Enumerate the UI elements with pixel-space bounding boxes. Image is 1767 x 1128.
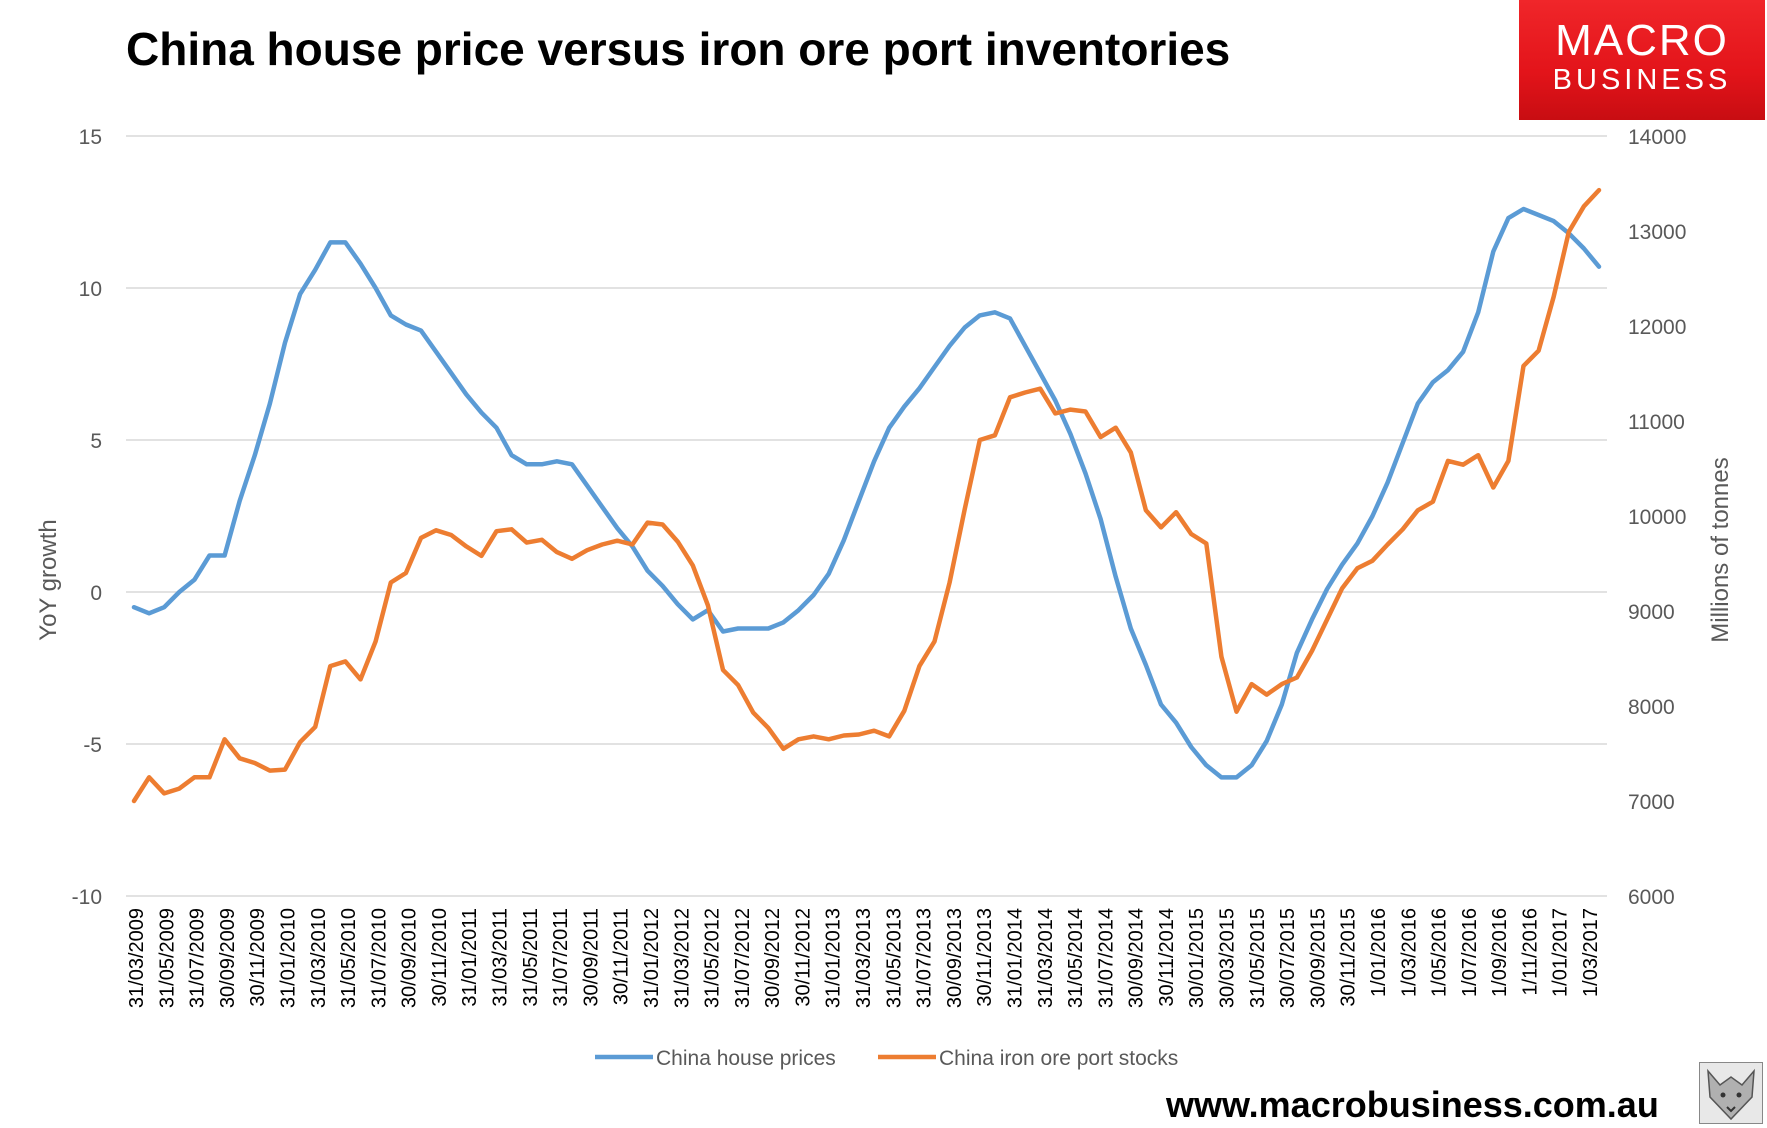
- x-tick-label: 31/07/2014: [1095, 908, 1117, 1008]
- right-y-axis-label: Millions of tonnes: [1707, 457, 1734, 642]
- legend: China house prices China iron ore port st…: [595, 1047, 1178, 1070]
- left-y-tick-label: 10: [79, 278, 102, 301]
- x-tick-label: 31/03/2014: [1035, 908, 1057, 1008]
- x-tick-label: 30/09/2009: [217, 908, 239, 1008]
- x-tick-label: 31/01/2013: [823, 908, 845, 1008]
- x-tick-label: 31/03/2010: [308, 908, 330, 1008]
- x-tick-label: 30/11/2014: [1156, 908, 1178, 1007]
- x-tick-label: 1/01/2017: [1550, 908, 1572, 997]
- x-tick-label: 31/05/2014: [1065, 908, 1087, 1008]
- right-y-tick-label: 14000: [1628, 126, 1686, 149]
- x-tick-label: 31/05/2012: [702, 908, 724, 1008]
- x-tick-label: 31/01/2010: [277, 908, 299, 1008]
- right-y-axis-ticks: 14000 13000 12000 11000 10000 9000 8000 7000 600…: [1628, 126, 1686, 909]
- left-y-tick-label: 15: [79, 126, 102, 149]
- wolf-logo-icon: [1699, 1062, 1763, 1124]
- right-y-tick-label: 11000: [1628, 411, 1685, 434]
- x-tick-label: 31/05/2011: [520, 908, 542, 1007]
- x-tick-label: 30/11/2015: [1338, 908, 1360, 1007]
- x-tick-label: 30/11/2010: [429, 908, 451, 1007]
- series-line-house-prices: [131, 206, 1602, 780]
- x-tick-label: 1/05/2016: [1429, 908, 1451, 997]
- x-tick-label: 31/07/2009: [187, 908, 209, 1008]
- footer-url: www.macrobusiness.com.au: [1166, 1084, 1659, 1125]
- x-tick-label: 30/09/2013: [944, 908, 966, 1008]
- left-y-tick-label: -5: [83, 734, 102, 757]
- x-tick-label: 31/07/2013: [914, 908, 936, 1008]
- x-tick-label: 30/09/2012: [762, 908, 784, 1008]
- gridlines: [126, 135, 1607, 897]
- series-lines: [131, 187, 1602, 804]
- x-tick-label: 31/07/2010: [368, 908, 390, 1008]
- x-tick-label: 31/05/2015: [1247, 908, 1269, 1008]
- x-tick-label: 30/09/2011: [580, 908, 602, 1007]
- x-tick-label: 31/07/2012: [732, 908, 754, 1008]
- x-tick-label: 31/05/2009: [156, 908, 178, 1008]
- x-tick-label: 31/03/2009: [126, 908, 148, 1008]
- x-tick-label: 31/05/2010: [338, 908, 360, 1008]
- left-y-axis-label: YoY growth: [35, 519, 62, 640]
- x-tick-label: 30/09/2010: [399, 908, 421, 1008]
- right-y-tick-label: 10000: [1628, 506, 1686, 529]
- x-tick-label: 1/03/2017: [1580, 908, 1602, 997]
- right-y-tick-label: 7000: [1628, 791, 1675, 814]
- right-y-tick-label: 8000: [1628, 696, 1675, 719]
- x-tick-label: 1/01/2016: [1368, 908, 1390, 997]
- left-y-tick-label: 5: [90, 430, 102, 453]
- left-y-axis-ticks: 15 10 5 0 -5 -10: [72, 126, 102, 909]
- x-axis-ticks: 31/03/2009 31/05/2009 31/07/2009 30/09/2009…: [126, 908, 1602, 1008]
- right-y-tick-label: 13000: [1628, 221, 1686, 244]
- x-tick-label: 31/03/2013: [853, 908, 875, 1008]
- x-tick-label: 30/09/2014: [1126, 908, 1148, 1008]
- x-tick-label: 30/11/2012: [792, 908, 814, 1007]
- x-tick-label: 1/09/2016: [1489, 908, 1511, 997]
- left-y-tick-label: 0: [90, 582, 102, 605]
- x-tick-label: 1/07/2016: [1459, 908, 1481, 997]
- left-y-tick-label: -10: [72, 886, 102, 909]
- chart-title: China house price versus iron ore port i…: [126, 23, 1231, 75]
- x-tick-label: 30/09/2015: [1307, 908, 1329, 1008]
- x-tick-label: 31/01/2012: [641, 908, 663, 1008]
- x-tick-label: 31/01/2014: [1004, 908, 1026, 1008]
- right-y-tick-label: 6000: [1628, 886, 1675, 909]
- x-tick-label: 30/03/2015: [1217, 908, 1239, 1008]
- x-tick-label: 31/01/2011: [459, 908, 481, 1007]
- x-tick-label: 30/07/2015: [1277, 908, 1299, 1008]
- x-tick-label: 1/11/2016: [1519, 908, 1541, 996]
- x-tick-label: 1/03/2016: [1398, 908, 1420, 997]
- series-line-iron-ore-stocks: [131, 187, 1602, 804]
- right-y-tick-label: 12000: [1628, 316, 1686, 339]
- x-tick-label: 30/11/2011: [611, 908, 633, 1005]
- legend-label: China house prices: [656, 1047, 836, 1070]
- x-tick-label: 30/11/2009: [247, 908, 269, 1007]
- legend-label: China iron ore port stocks: [939, 1047, 1178, 1070]
- x-tick-label: 31/03/2012: [671, 908, 693, 1008]
- x-tick-label: 31/03/2011: [490, 908, 512, 1007]
- x-tick-label: 31/05/2013: [883, 908, 905, 1008]
- x-tick-label: 30/11/2013: [974, 908, 996, 1007]
- macrobusiness-logo: MACRO BUSINESS: [1519, 0, 1765, 120]
- x-tick-label: 30/01/2015: [1186, 908, 1208, 1008]
- right-y-tick-label: 9000: [1628, 601, 1675, 624]
- x-tick-label: 31/07/2011: [550, 908, 572, 1007]
